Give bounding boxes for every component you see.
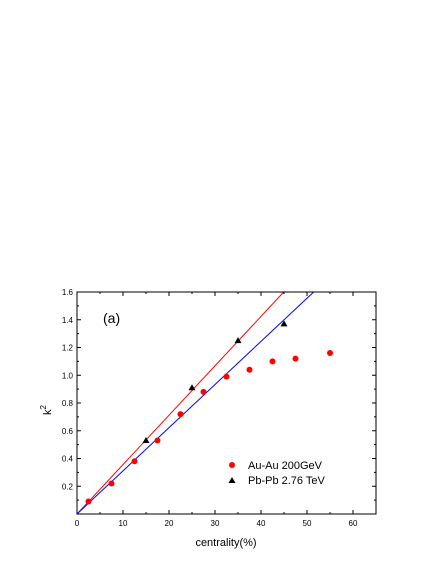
y-tick-label: 1.0 — [62, 371, 74, 380]
x-tick-label: 20 — [165, 519, 174, 528]
y-tick-label: 0.6 — [62, 427, 74, 436]
y-tick-label: 0.4 — [62, 455, 74, 464]
panel-label: (a) — [103, 310, 120, 326]
data-point-series-0 — [200, 388, 207, 395]
data-point-series-0 — [108, 480, 115, 487]
y-tick-label: 1.6 — [62, 288, 74, 297]
data-point-series-0 — [223, 373, 230, 380]
data-point-series-1 — [188, 384, 196, 391]
y-tick-label: 1.4 — [62, 316, 74, 325]
y-axis-title-superscript: 2 — [39, 404, 48, 409]
data-point-series-0 — [154, 437, 161, 444]
data-point-series-1 — [280, 320, 288, 327]
legend: Au-Au 200GeV Pb-Pb 2.76 TeV — [228, 460, 326, 487]
data-point-series-0 — [269, 358, 276, 365]
data-point-series-0 — [85, 498, 92, 505]
fit-line-0 — [76, 291, 285, 515]
plot-frame — [76, 291, 377, 515]
legend-label-pb-pb: Pb-Pb 2.76 TeV — [248, 475, 326, 487]
y-axis-title-main: k — [42, 409, 54, 415]
x-tick-label: 0 — [75, 519, 80, 528]
y-axis-title: k2 — [39, 404, 54, 415]
data-point-series-0 — [327, 350, 333, 357]
fit-line-1 — [76, 291, 314, 515]
x-axis-title: centrality(%) — [195, 537, 256, 549]
x-tick-label: 10 — [119, 519, 128, 528]
data-point-series-0 — [292, 355, 299, 362]
x-tick-label: 40 — [257, 519, 266, 528]
x-tick-label: 50 — [303, 519, 312, 528]
legend-label-au-au: Au-Au 200GeV — [248, 460, 323, 472]
x-tick-label: 30 — [211, 519, 220, 528]
legend-marker-pb-pb — [228, 477, 236, 483]
legend-marker-au-au — [229, 462, 235, 468]
x-tick-label: 60 — [349, 519, 358, 528]
data-point-series-1 — [142, 436, 150, 443]
data-point-series-0 — [177, 411, 184, 418]
data-point-series-0 — [131, 458, 138, 465]
y-tick-label: 1.2 — [62, 344, 74, 353]
y-tick-label: 0.8 — [62, 399, 74, 408]
data-point-series-1 — [234, 337, 242, 344]
fit-lines — [76, 291, 314, 515]
data-points — [85, 320, 333, 505]
y-tick-label: 0.2 — [62, 482, 74, 491]
data-point-series-0 — [246, 366, 253, 373]
